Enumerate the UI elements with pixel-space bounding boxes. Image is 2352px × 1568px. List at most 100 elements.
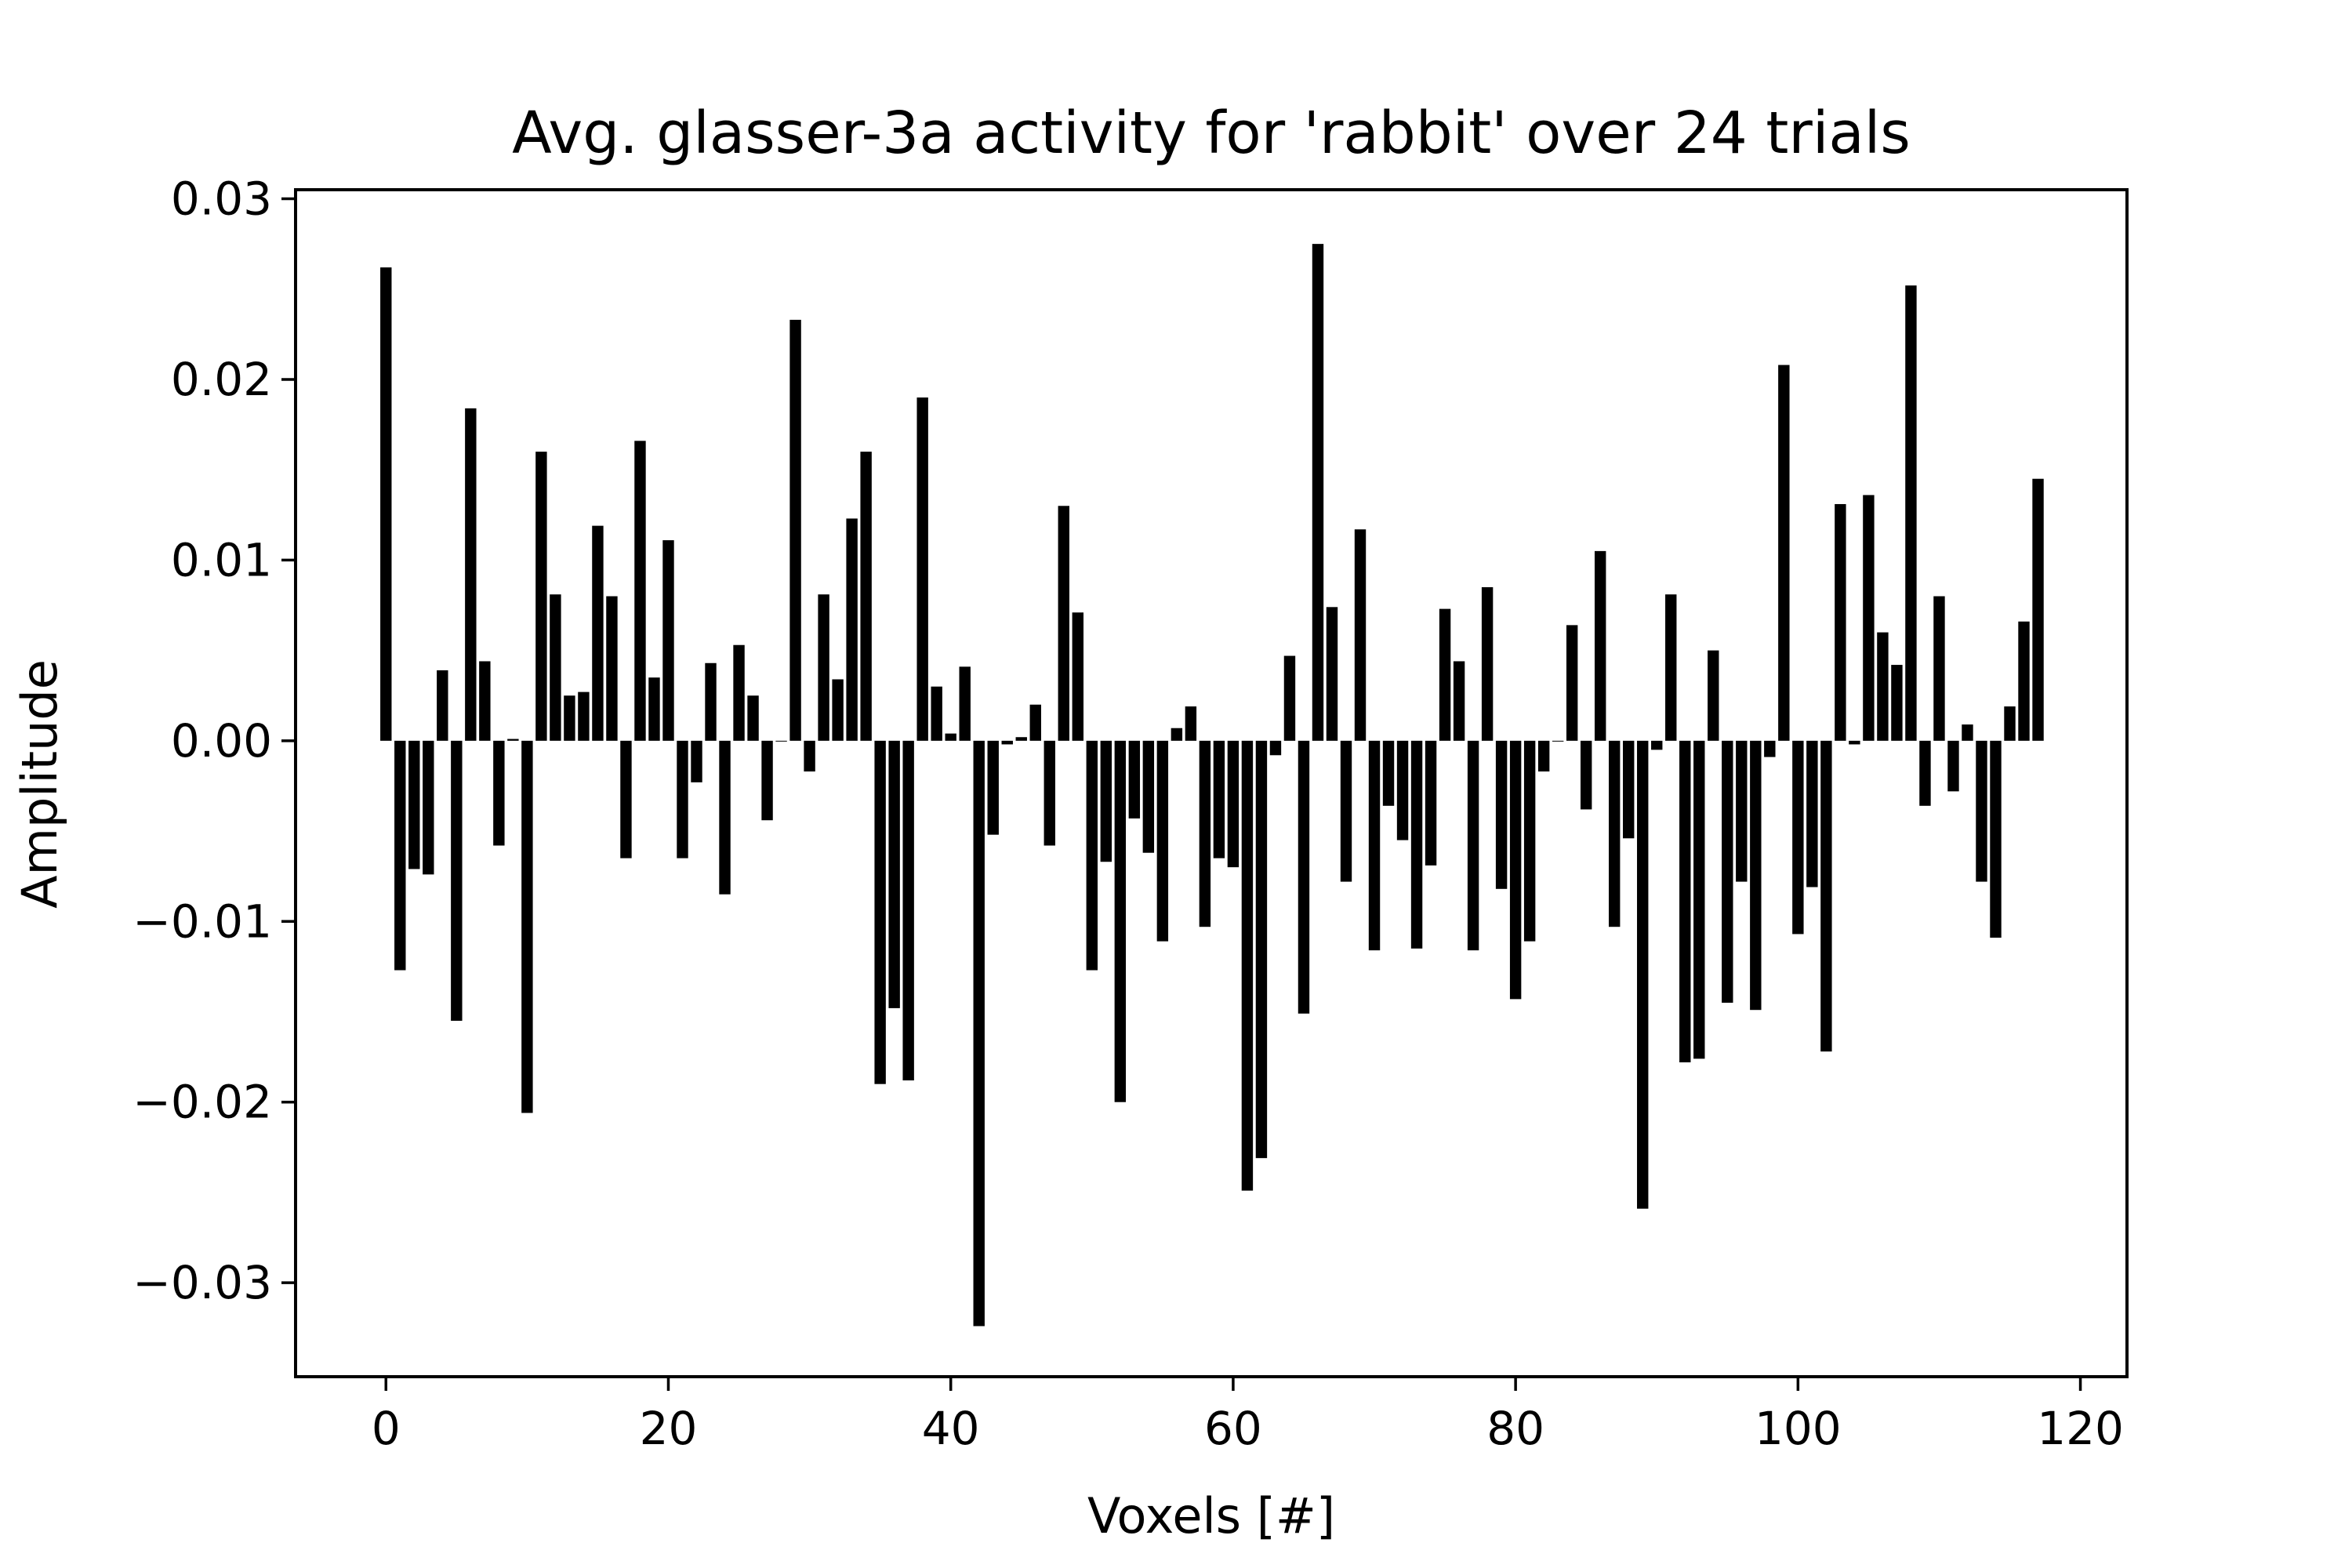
bar-103: [1835, 503, 1846, 741]
bar-61: [1241, 740, 1254, 1191]
y-tick-label: 0.00: [171, 714, 272, 768]
bar-78: [1481, 586, 1494, 741]
bar-26: [747, 695, 759, 741]
bar-27: [761, 740, 773, 821]
bar-33: [846, 518, 858, 741]
bar-102: [1820, 740, 1832, 1052]
bar-77: [1467, 740, 1479, 951]
bar-30: [804, 740, 815, 772]
x-tick-label: 100: [1755, 1402, 1842, 1455]
bar-100: [1792, 740, 1804, 935]
bar-20: [662, 540, 674, 741]
bar-96: [1736, 740, 1748, 882]
bar-22: [691, 740, 702, 782]
chart-title: Avg. glasser-3a activity for 'rabbit' ov…: [512, 100, 1911, 167]
bar-48: [1058, 506, 1069, 741]
bar-64: [1283, 655, 1296, 741]
bar-21: [677, 740, 688, 858]
x-axis-label: Voxels [#]: [1087, 1487, 1335, 1544]
x-tick-label: 0: [372, 1402, 401, 1455]
bar-52: [1114, 740, 1127, 1102]
bar-40: [945, 733, 956, 741]
bar-45: [1015, 737, 1027, 741]
bar-66: [1312, 244, 1324, 741]
bar-55: [1156, 740, 1169, 942]
bar-85: [1580, 740, 1592, 810]
bar-74: [1425, 740, 1437, 866]
bar-6: [465, 408, 477, 741]
bar-18: [634, 441, 646, 741]
plot-frame: [294, 188, 2129, 1378]
bar-79: [1495, 740, 1508, 889]
bar-24: [719, 740, 731, 895]
bar-50: [1086, 740, 1098, 971]
bar-35: [874, 740, 886, 1084]
bar-16: [606, 596, 618, 741]
bar-43: [987, 740, 999, 835]
bar-93: [1693, 740, 1705, 1059]
bar-14: [578, 691, 590, 741]
bar-65: [1298, 740, 1310, 1014]
bar-2: [408, 740, 420, 869]
y-tick-label: 0.01: [171, 533, 272, 586]
bar-99: [1778, 365, 1790, 741]
bar-38: [916, 397, 928, 741]
x-tick-label: 20: [640, 1402, 698, 1455]
y-tick-label: 0.03: [171, 172, 272, 226]
bar-7: [479, 661, 491, 741]
bar-62: [1255, 740, 1268, 1159]
bar-107: [1891, 665, 1903, 741]
bar-117: [2032, 478, 2044, 741]
bar-104: [1849, 740, 1860, 745]
bar-28: [775, 740, 787, 742]
bar-75: [1439, 608, 1451, 741]
bar-46: [1029, 704, 1041, 741]
bar-51: [1100, 740, 1112, 862]
bar-81: [1523, 740, 1536, 942]
bar-49: [1072, 612, 1084, 741]
x-tick-label: 120: [2037, 1402, 2124, 1455]
bar-36: [888, 740, 900, 1008]
bar-19: [648, 677, 660, 741]
bar-8: [493, 740, 505, 846]
x-tick-label: 60: [1204, 1402, 1262, 1455]
bar-series: [380, 244, 2044, 1327]
bar-105: [1863, 495, 1875, 741]
bar-110: [1933, 596, 1945, 741]
bar-23: [705, 662, 717, 741]
x-tick-label: 80: [1486, 1402, 1544, 1455]
bar-84: [1566, 625, 1578, 741]
bar-69: [1354, 529, 1367, 741]
bar-54: [1142, 740, 1155, 853]
bar-97: [1750, 740, 1762, 1011]
bar-11: [535, 452, 547, 741]
bar-4: [437, 670, 448, 741]
bar-82: [1537, 740, 1550, 772]
bar-39: [931, 686, 942, 741]
bar-68: [1340, 740, 1352, 882]
bar-95: [1722, 740, 1733, 1003]
bar-83: [1552, 740, 1564, 742]
bar-98: [1764, 740, 1776, 757]
bar-32: [832, 679, 844, 741]
bar-57: [1185, 706, 1197, 741]
x-tick-label: 40: [922, 1402, 980, 1455]
bar-58: [1199, 740, 1211, 927]
y-axis-ticks: −0.03 −0.02 −0.01 0.00 0.01 0.02 0.03: [132, 172, 296, 1309]
bar-34: [860, 452, 872, 741]
bar-76: [1453, 661, 1465, 741]
bar-113: [1976, 740, 1987, 882]
bar-25: [733, 644, 745, 741]
x-axis-ticks: 0 20 40 60 80 100 120: [372, 1377, 2124, 1455]
bar-94: [1708, 650, 1719, 741]
bar-41: [959, 666, 971, 741]
bar-1: [394, 740, 406, 971]
bar-60: [1227, 740, 1240, 868]
bar-56: [1171, 728, 1183, 741]
bar-106: [1877, 632, 1889, 741]
bar-116: [2018, 621, 2030, 741]
y-tick-label: 0.02: [171, 353, 272, 406]
y-axis-label: Amplitude: [11, 659, 68, 909]
bar-44: [1001, 740, 1013, 745]
bar-5: [451, 740, 463, 1022]
